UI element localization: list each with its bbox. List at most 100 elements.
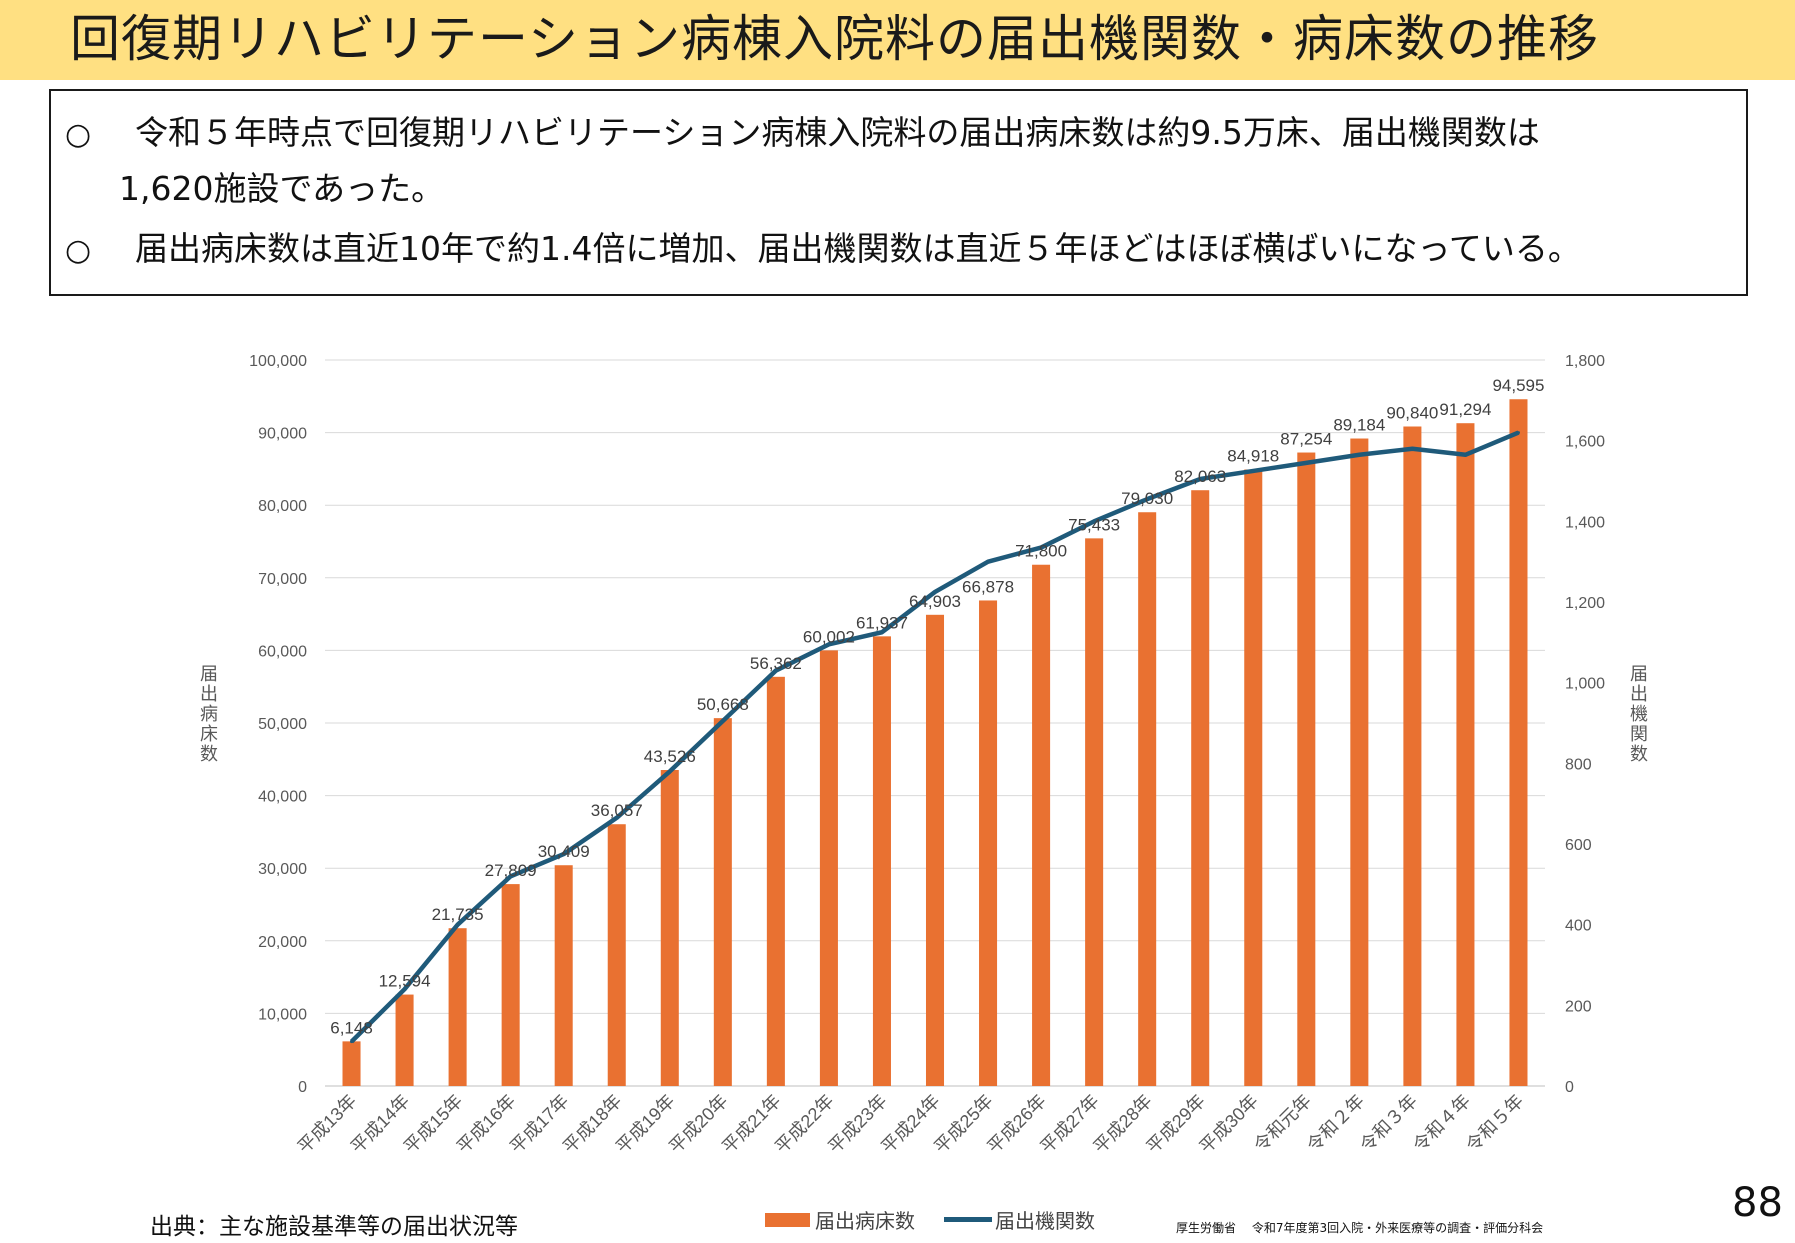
x-tick-label: 令和３年 [1356,1091,1421,1156]
y-right-tick-label: 600 [1565,837,1592,854]
y-right-axis-title: 出 [1630,684,1648,704]
line-point [1039,546,1043,550]
data-label: 12,594 [379,972,431,991]
line-point [1145,497,1149,501]
data-label: 91,294 [1439,400,1491,419]
y-right-tick-label: 400 [1565,918,1592,935]
bar [660,770,679,1086]
bar [819,650,838,1086]
y-left-tick-label: 10,000 [258,1006,307,1023]
line-point [1463,453,1467,457]
line-point [1092,519,1096,523]
line-point [509,874,513,878]
line-point [456,923,460,927]
y-right-axis-title: 関 [1630,724,1648,744]
data-label: 64,903 [909,592,961,611]
data-label: 82,063 [1174,467,1226,486]
line-point [827,642,831,646]
y-left-axis-title: 床 [200,724,218,744]
y-right-axis-title: 数 [1630,744,1648,764]
data-label: 66,878 [962,577,1014,596]
y-left-tick-label: 0 [298,1079,307,1096]
line-point [721,719,725,723]
x-tick-label: 平成30年 [1196,1091,1262,1157]
y-right-tick-label: 1,000 [1565,676,1605,693]
x-tick-label: 令和５年 [1462,1091,1527,1156]
y-left-tick-label: 80,000 [258,498,307,515]
bullet-icon: ○ [65,233,92,268]
bar [925,614,945,1086]
y-right-tick-label: 1,800 [1565,353,1605,370]
line-point [933,590,937,594]
y-left-tick-label: 90,000 [258,426,307,443]
y-left-tick-label: 40,000 [258,789,307,806]
data-label: 87,254 [1280,430,1332,449]
data-label: 60,002 [803,627,855,646]
y-right-tick-label: 800 [1565,756,1592,773]
data-label: 89,184 [1333,416,1385,435]
bar [501,884,520,1086]
line-point [880,630,884,634]
y-left-tick-label: 50,000 [258,716,307,733]
bullet-icon: ○ [65,117,92,152]
line-point [1410,447,1414,451]
legend-swatch-line [944,1217,992,1222]
data-label: 84,918 [1227,446,1279,465]
line-point [986,560,990,564]
bar [342,1041,361,1086]
line-point [1251,469,1255,473]
data-label: 27,809 [485,861,537,880]
data-label: 61,937 [856,613,908,632]
credit-note: 厚生労働省 令和7年度第3回入院・外来医療等の調査・評価分科会 [1176,1221,1544,1235]
line-point [562,852,566,856]
source-note: 出典：主な施設基準等の届出状況等 [150,1214,518,1240]
line-point [774,669,778,673]
bar [1456,423,1475,1086]
data-label: 6,148 [330,1018,373,1037]
bar [979,600,998,1086]
bar [1350,438,1369,1086]
summary-box: ○ 令和５年時点で回復期リハビリテーション病棟入院料の届出病床数は約9.5万床、届… [49,89,1748,296]
data-label: 21,735 [432,905,484,924]
y-left-tick-label: 100,000 [249,353,307,370]
data-label: 94,595 [1492,376,1544,395]
legend-swatch-bar [765,1213,810,1227]
y-right-tick-label: 200 [1565,998,1592,1015]
y-left-axis-title: 数 [200,744,218,764]
line-point [1198,477,1202,481]
line-point [668,769,672,773]
bar [1138,512,1157,1086]
data-label: 36,057 [591,801,643,820]
bar [1244,469,1263,1086]
x-tick-label: 令和元年 [1250,1091,1315,1156]
x-tick-label: 令和２年 [1303,1091,1368,1156]
line-point [1357,453,1361,457]
data-label: 75,433 [1068,515,1120,534]
y-left-tick-label: 20,000 [258,934,307,951]
title-bar: 回復期リハビリテーション病棟入院料の届出機関数・病床数の推移 [0,0,1795,80]
y-right-tick-label: 1,400 [1565,514,1605,531]
data-label: 71,800 [1015,542,1067,561]
y-left-axis-title: 届 [200,664,218,684]
data-label: 56,362 [750,654,802,673]
line-point [615,816,619,820]
data-label: 30,409 [538,842,590,861]
page-number: 88 [1732,1180,1783,1226]
bar [448,928,467,1086]
page-title: 回復期リハビリテーション病棟入院料の届出機関数・病床数の推移 [70,10,1599,68]
y-left-axis-title: 出 [200,684,218,704]
y-right-tick-label: 1,200 [1565,595,1605,612]
bar [1085,538,1104,1086]
bar [872,636,891,1086]
legend-label-institutions: 届出機関数 [995,1209,1095,1233]
summary-text: 令和５年時点で回復期リハビリテーション病棟入院料の届出病床数は約9.5万床、届出… [135,113,1540,152]
y-right-axis-title: 機 [1630,704,1648,724]
bar [1297,452,1316,1086]
summary-line-1: ○ 令和５年時点で回復期リハビリテーション病棟入院料の届出病床数は約9.5万床、届… [65,111,1540,157]
bar [1403,426,1422,1086]
bar [607,824,626,1086]
data-label: 79,030 [1121,489,1173,508]
data-label: 43,526 [644,747,696,766]
bar [713,718,732,1086]
